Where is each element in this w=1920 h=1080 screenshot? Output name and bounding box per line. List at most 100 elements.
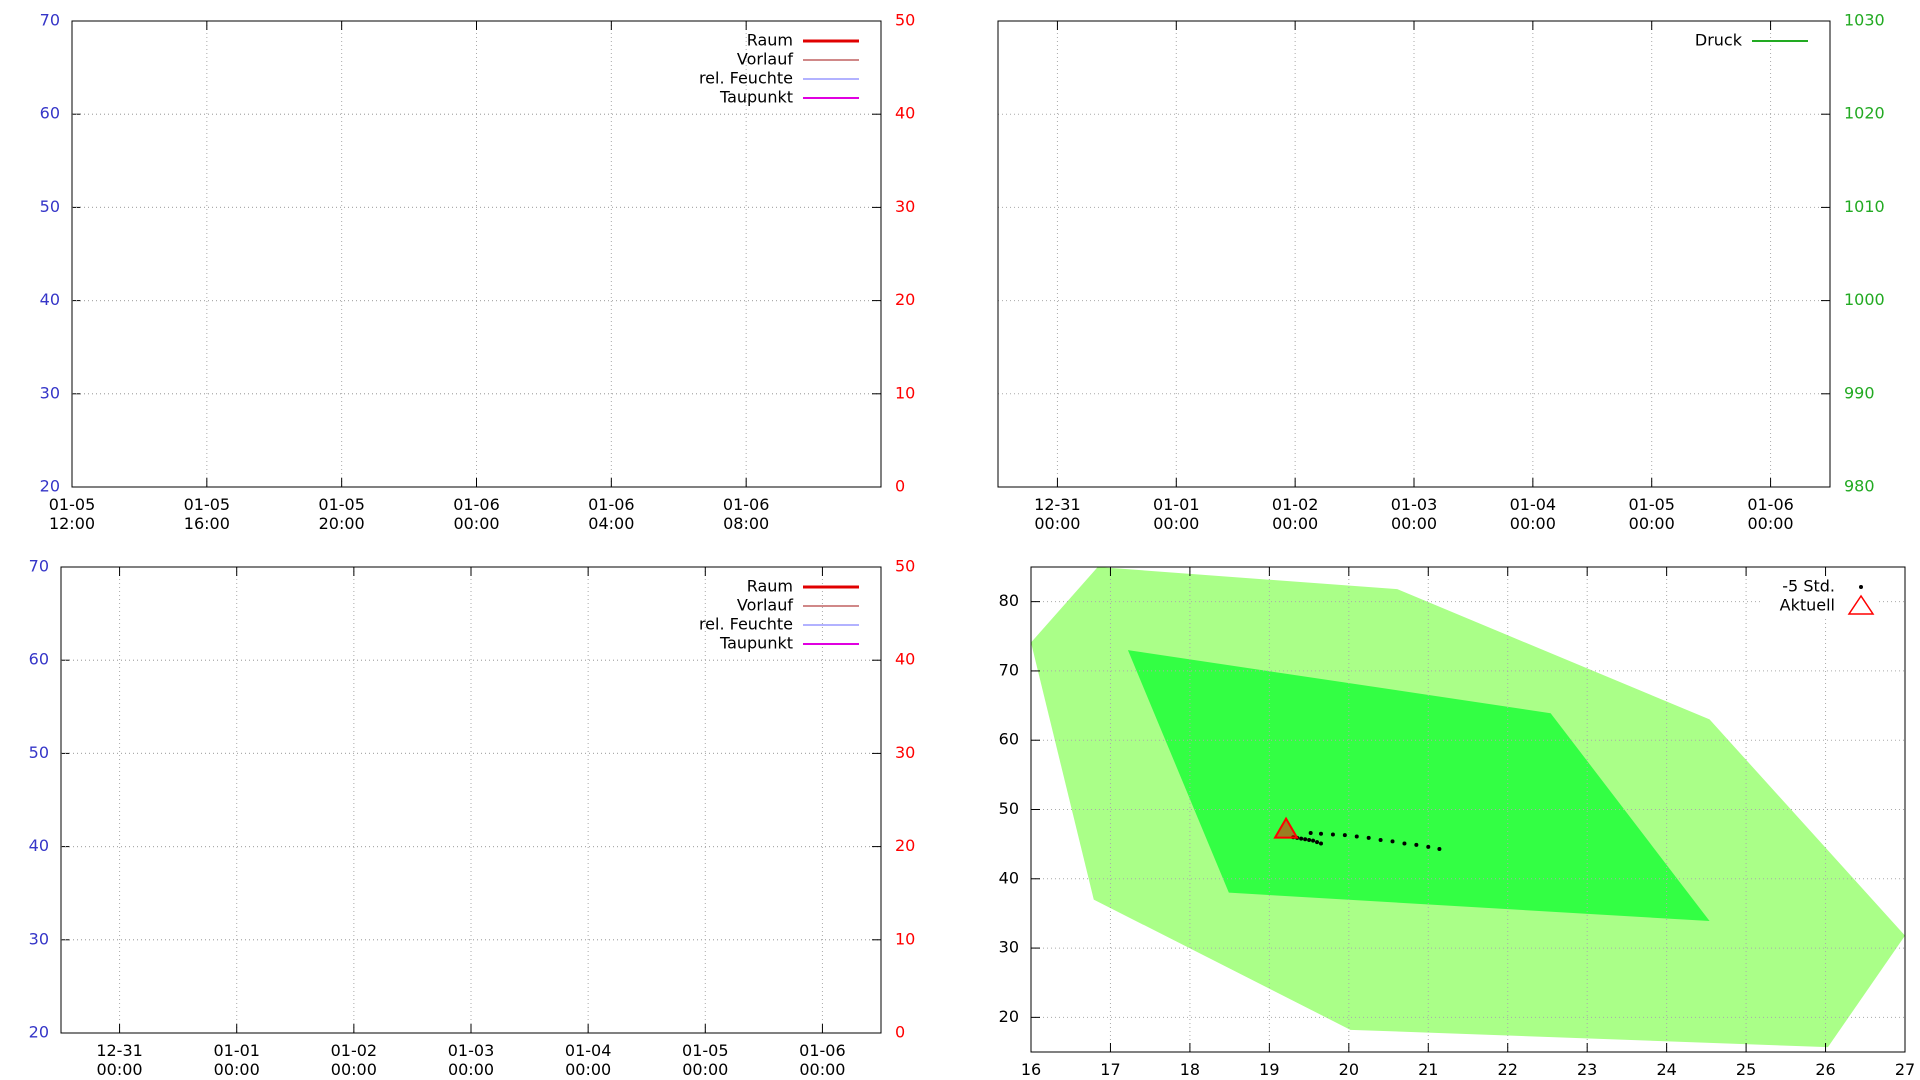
y-tick-label: 80	[999, 591, 1019, 610]
x-tick-label: 01-04 00:00	[564, 1041, 612, 1079]
y2-tick-label: 1020	[1844, 104, 1885, 123]
plot-border	[997, 20, 1831, 488]
x-tick-label: 26	[1815, 1060, 1836, 1079]
y2-tick-label: 0	[895, 477, 905, 496]
plot-border	[1030, 566, 1906, 1053]
y2-tick-label: 1030	[1844, 11, 1885, 30]
x-tick-label: 25	[1735, 1060, 1757, 1079]
x-tick-label: 12-31 00:00	[96, 1041, 143, 1079]
x-tick-label: 01-01 00:00	[1153, 495, 1200, 533]
point	[1308, 831, 1313, 836]
x-tick-label: 27	[1894, 1060, 1916, 1079]
y-tick-label: 40	[40, 290, 60, 309]
x-tick-label: 18	[1179, 1060, 1201, 1079]
legend-symbol	[1847, 594, 1875, 615]
y2-tick-label: 980	[1844, 477, 1875, 496]
point	[1330, 832, 1335, 837]
y2-tick-label: 30	[895, 743, 915, 762]
legend-bg	[1763, 577, 1878, 597]
x-tick-label: 01-02 00:00	[1271, 495, 1319, 533]
legend-bg	[1763, 596, 1878, 616]
x-tick-label: 23	[1576, 1060, 1598, 1079]
point	[1307, 837, 1312, 842]
y2-tick-label: 1000	[1844, 290, 1885, 309]
point	[1319, 841, 1324, 846]
point	[1437, 846, 1442, 851]
y-tick-label: 60	[40, 104, 60, 123]
y-tick-label: 40	[29, 836, 49, 855]
y-tick-label: 40	[999, 868, 1019, 887]
legend-label: Raum	[747, 31, 793, 50]
legend-label: Aktuell	[1780, 596, 1835, 615]
legend-label: Raum	[747, 577, 793, 596]
y-tick-label: 20	[40, 477, 60, 496]
legend-symbol	[1859, 585, 1863, 589]
x-tick-label: 16	[1020, 1060, 1042, 1079]
x-tick-label: 01-06 08:00	[722, 495, 770, 533]
x-tick-label: 01-06 00:00	[1747, 495, 1794, 533]
x-tick-label: 20	[1338, 1060, 1359, 1079]
legend-label: Druck	[1695, 31, 1743, 50]
point	[1402, 841, 1407, 846]
y-tick-label: 70	[999, 660, 1019, 679]
point	[1273, 816, 1299, 839]
x-tick-label: 24	[1656, 1060, 1677, 1079]
y-tick-label: 70	[29, 557, 49, 576]
x-tick-label: 01-04 00:00	[1509, 495, 1557, 533]
y2-tick-label: 1010	[1844, 197, 1885, 216]
x-tick-label: 01-06 04:00	[588, 495, 635, 533]
y2-tick-label: 990	[1844, 383, 1875, 402]
legend-label: rel. Feuchte	[699, 615, 793, 634]
y-tick-label: 20	[999, 1007, 1019, 1026]
y-tick-label: 60	[999, 730, 1019, 749]
y2-tick-label: 10	[895, 929, 915, 948]
x-tick-label: 01-05 12:00	[48, 495, 96, 533]
x-tick-label: 01-02 00:00	[330, 1041, 378, 1079]
y-tick-label: 70	[40, 11, 60, 30]
x-tick-label: 01-05 20:00	[318, 495, 365, 533]
y2-tick-label: 50	[895, 11, 915, 30]
point	[1342, 833, 1347, 838]
legend-label: Vorlauf	[737, 596, 793, 615]
x-tick-label: 01-05 00:00	[682, 1041, 729, 1079]
x-tick-label: 01-01 00:00	[213, 1041, 260, 1079]
x-tick-label: 22	[1497, 1060, 1518, 1079]
x-tick-label: 01-05 16:00	[183, 495, 231, 533]
x-tick-label: 01-03 00:00	[1390, 495, 1438, 533]
y2-tick-label: 50	[895, 557, 915, 576]
y-tick-label: 60	[29, 650, 49, 669]
legend-label: Taupunkt	[719, 88, 793, 107]
y-tick-label: 30	[999, 938, 1019, 957]
plot-border	[71, 20, 882, 488]
x-tick-label: 19	[1259, 1060, 1280, 1079]
point	[1311, 838, 1316, 843]
comfort-region	[1127, 650, 1710, 922]
legend-label: -5 Std.	[1782, 577, 1835, 596]
x-tick-label: 01-06 00:00	[453, 495, 500, 533]
point	[1378, 837, 1383, 842]
y2-tick-label: 30	[895, 197, 915, 216]
legend-label: Vorlauf	[737, 50, 793, 69]
y2-tick-label: 40	[895, 104, 915, 123]
point	[1303, 837, 1308, 842]
point	[1299, 836, 1304, 841]
y-tick-label: 50	[40, 197, 60, 216]
y-tick-label: 20	[29, 1023, 49, 1042]
y2-tick-label: 0	[895, 1023, 905, 1042]
point	[1315, 840, 1320, 845]
y-tick-label: 30	[40, 383, 60, 402]
y-tick-label: 50	[999, 799, 1019, 818]
x-tick-label: 01-05 00:00	[1628, 495, 1675, 533]
legend-label: Taupunkt	[719, 634, 793, 653]
point	[1366, 835, 1371, 840]
x-tick-label: 12-31 00:00	[1034, 495, 1081, 533]
x-tick-label: 01-03 00:00	[447, 1041, 495, 1079]
legend-label: rel. Feuchte	[699, 69, 793, 88]
y-tick-label: 50	[29, 743, 49, 762]
point	[1414, 842, 1419, 847]
point	[1354, 834, 1359, 839]
y2-tick-label: 10	[895, 383, 915, 402]
y-tick-label: 30	[29, 929, 49, 948]
